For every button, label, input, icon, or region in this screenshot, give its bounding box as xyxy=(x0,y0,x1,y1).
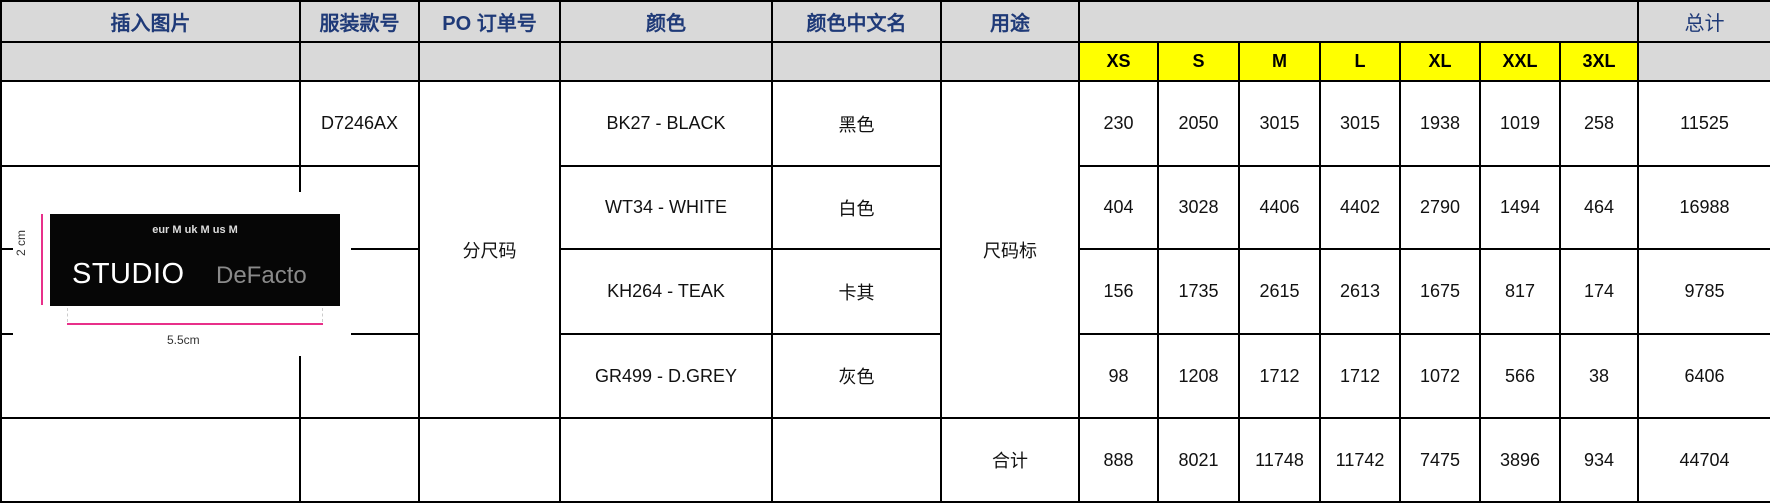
header-size-group xyxy=(1077,0,1640,43)
qty-cell: 1675 xyxy=(1399,248,1481,335)
height-dimension-text: 2 cm xyxy=(14,229,28,256)
sum-cell: 888 xyxy=(1078,417,1159,503)
sum-cell: 11742 xyxy=(1319,417,1401,503)
dimension-tick xyxy=(67,308,69,322)
qty-cell: 4406 xyxy=(1238,165,1321,250)
qty-cell: 2615 xyxy=(1238,248,1321,335)
size-header-row: XS S M L XL XXL 3XL xyxy=(0,41,1770,82)
label-brand-defacto: DeFacto xyxy=(216,262,307,289)
header-color: 颜色 xyxy=(559,0,773,43)
color-cn-cell: 卡其 xyxy=(771,248,942,335)
color-cell: WT34 - WHITE xyxy=(559,165,773,250)
header-po: PO 订单号 xyxy=(418,0,561,43)
label-brand-studio: STUDIO xyxy=(72,258,185,290)
sum-cell: 934 xyxy=(1558,417,1640,503)
qty-cell: 1208 xyxy=(1157,333,1240,419)
color-cn-cell: 白色 xyxy=(771,165,942,250)
qty-cell: 464 xyxy=(1558,165,1640,250)
size-l: L xyxy=(1319,41,1401,82)
qty-cell: 1019 xyxy=(1479,80,1561,167)
color-cell: GR499 - D.GREY xyxy=(559,333,773,419)
header-row: 插入图片 服装款号 PO 订单号 颜色 颜色中文名 用途 总计 xyxy=(0,0,1770,43)
row-total-cell: 6406 xyxy=(1637,333,1770,419)
header-style-no: 服装款号 xyxy=(299,0,420,43)
qty-cell: 404 xyxy=(1078,165,1159,250)
header-color-cn: 颜色中文名 xyxy=(771,0,942,43)
style-no-cell: D7246AX xyxy=(299,80,420,167)
header-total: 总计 xyxy=(1637,0,1770,43)
row-total-cell: 9785 xyxy=(1637,248,1770,335)
qty-cell: 4402 xyxy=(1319,165,1401,250)
sum-cell: 11748 xyxy=(1238,417,1321,503)
header-image: 插入图片 xyxy=(0,0,301,43)
qty-cell: 1712 xyxy=(1319,333,1401,419)
width-dimension-text: 5.5cm xyxy=(167,333,200,347)
sum-cell: 3896 xyxy=(1479,417,1561,503)
size-xs: XS xyxy=(1078,41,1159,82)
qty-cell: 1072 xyxy=(1399,333,1481,419)
grand-total-cell: 44704 xyxy=(1637,417,1770,503)
height-dimension-line xyxy=(41,214,43,305)
qty-cell: 1735 xyxy=(1157,248,1240,335)
po-cell: 分尺码 xyxy=(418,80,561,419)
dimension-tick xyxy=(322,308,324,322)
size-m: M xyxy=(1238,41,1321,82)
qty-cell: 230 xyxy=(1078,80,1159,167)
color-cn-cell: 灰色 xyxy=(771,333,942,419)
size-s: S xyxy=(1157,41,1240,82)
qty-cell: 2790 xyxy=(1399,165,1481,250)
label-image[interactable]: eur M uk M us M STUDIO DeFacto xyxy=(50,214,340,306)
size-xxl: XXL xyxy=(1479,41,1561,82)
sum-cell: 7475 xyxy=(1399,417,1481,503)
header-usage: 用途 xyxy=(940,0,1080,43)
row-total-cell: 16988 xyxy=(1637,165,1770,250)
qty-cell: 174 xyxy=(1558,248,1640,335)
qty-cell: 258 xyxy=(1558,80,1640,167)
qty-cell: 3028 xyxy=(1157,165,1240,250)
color-cell: KH264 - TEAK xyxy=(559,248,773,335)
row-total-cell: 11525 xyxy=(1637,80,1770,167)
color-cell: BK27 - BLACK xyxy=(559,80,773,167)
qty-cell: 2613 xyxy=(1319,248,1401,335)
qty-cell: 38 xyxy=(1558,333,1640,419)
qty-cell: 1938 xyxy=(1399,80,1481,167)
label-sizes-text: eur M uk M us M xyxy=(152,224,238,236)
table-row: D7246AX 分尺码 BK27 - BLACK 黑色 尺码标 230 2050… xyxy=(0,80,1770,419)
qty-cell: 1712 xyxy=(1238,333,1321,419)
qty-cell: 98 xyxy=(1078,333,1159,419)
usage-cell: 尺码标 xyxy=(940,80,1080,419)
qty-cell: 3015 xyxy=(1319,80,1401,167)
qty-cell: 156 xyxy=(1078,248,1159,335)
sum-row: 合计 888 8021 11748 11742 7475 3896 934 44… xyxy=(0,417,1770,503)
width-dimension-line xyxy=(67,323,323,325)
qty-cell: 3015 xyxy=(1238,80,1321,167)
sum-cell: 8021 xyxy=(1157,417,1240,503)
qty-cell: 817 xyxy=(1479,248,1561,335)
sum-label: 合计 xyxy=(940,417,1080,503)
qty-cell: 2050 xyxy=(1157,80,1240,167)
qty-cell: 566 xyxy=(1479,333,1561,419)
size-xl: XL xyxy=(1399,41,1481,82)
size-3xl: 3XL xyxy=(1558,41,1640,82)
color-cn-cell: 黑色 xyxy=(771,80,942,167)
qty-cell: 1494 xyxy=(1479,165,1561,250)
